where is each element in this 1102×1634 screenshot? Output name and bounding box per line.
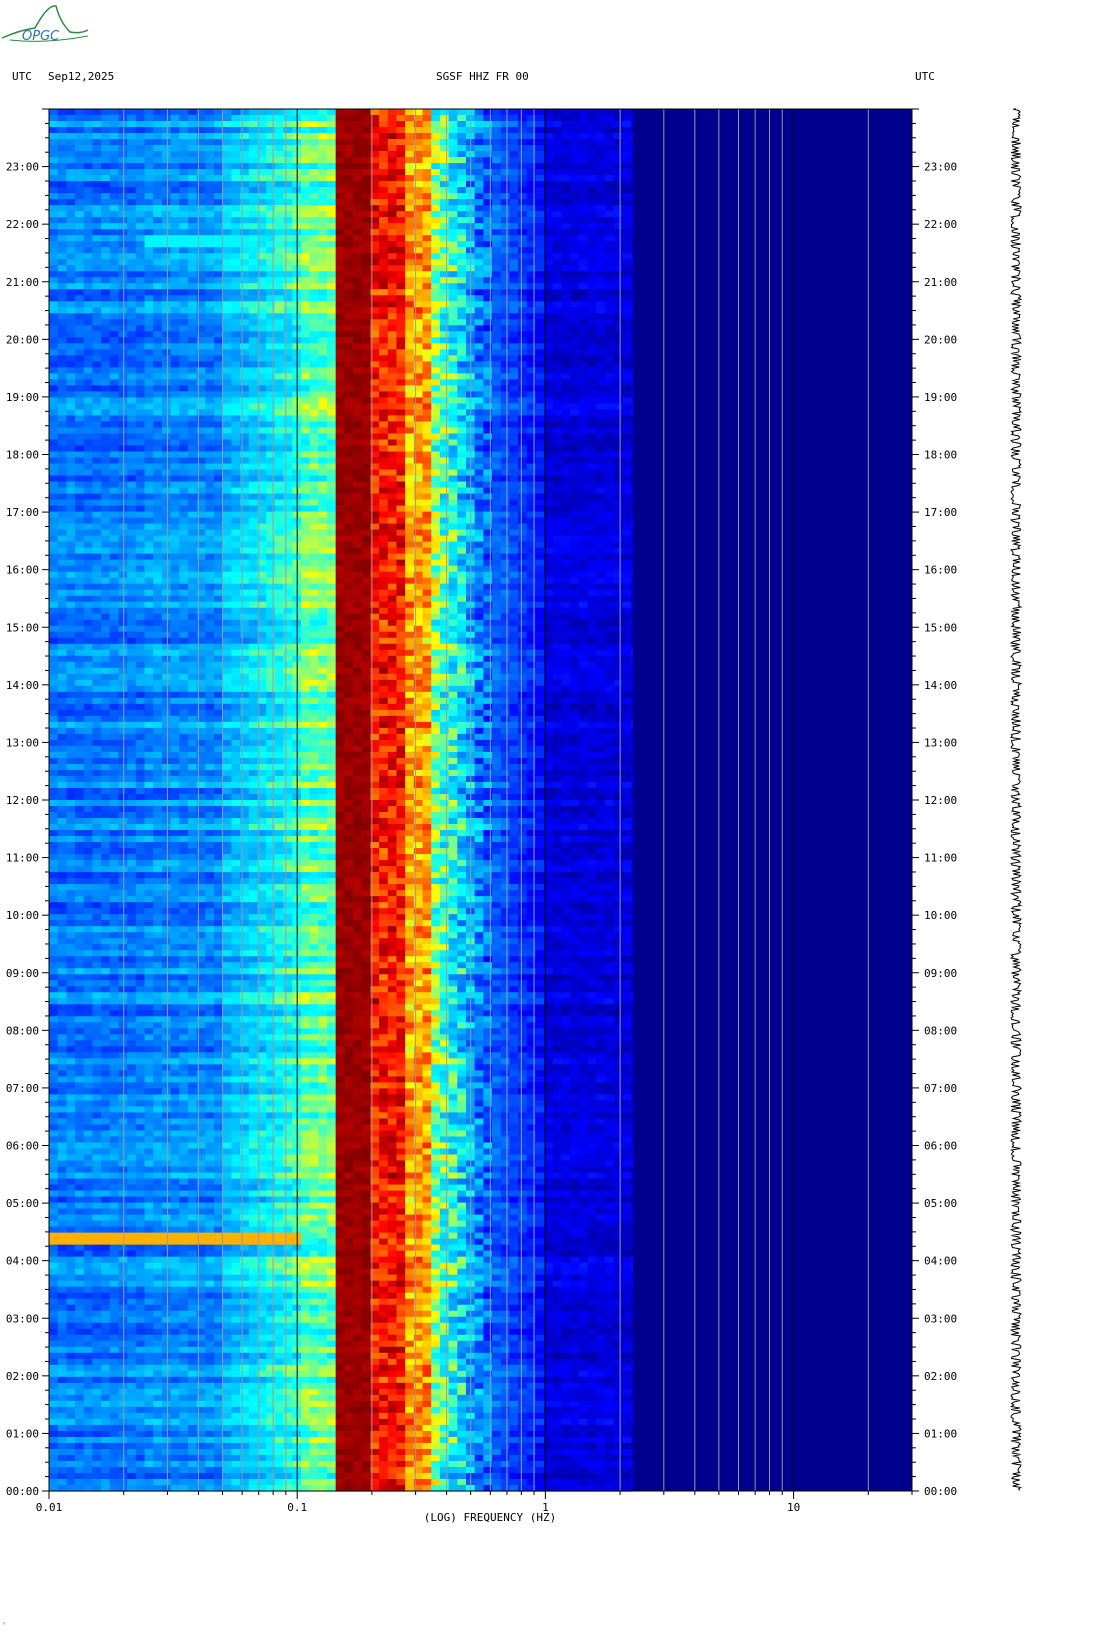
opgc-logo-icon: OPGC xyxy=(1,5,89,44)
header-left-timezone: UTC xyxy=(12,70,32,83)
y-tick-label-left: 09:00 xyxy=(6,967,39,980)
y-tick-label-right: 10:00 xyxy=(924,909,957,922)
y-tick-label-right: 02:00 xyxy=(924,1370,957,1383)
y-tick-label-right: 04:00 xyxy=(924,1255,957,1268)
y-tick-label-right: 21:00 xyxy=(924,276,957,289)
y-tick-label-right: 13:00 xyxy=(924,736,957,749)
y-tick-label-left: 22:00 xyxy=(6,218,39,231)
y-tick-label-left: 17:00 xyxy=(6,506,39,519)
x-tick-label: 0.01 xyxy=(36,1501,63,1514)
x-axis-label: (LOG) FREQUENCY (HZ) xyxy=(424,1511,556,1524)
y-tick-label-left: 10:00 xyxy=(6,909,39,922)
y-tick-label-right: 14:00 xyxy=(924,679,957,692)
y-tick-label-left: 02:00 xyxy=(6,1370,39,1383)
header-station: SGSF HHZ FR 00 xyxy=(436,70,529,83)
x-tick-label: 1 xyxy=(542,1501,549,1514)
y-tick-label-left: 06:00 xyxy=(6,1140,39,1153)
y-tick-label-left: 05:00 xyxy=(6,1197,39,1210)
spectrogram-heatmap xyxy=(49,109,912,1492)
corner-mark: ◦ xyxy=(2,1620,7,1628)
y-tick-label-left: 00:00 xyxy=(6,1485,39,1498)
y-tick-label-left: 01:00 xyxy=(6,1427,39,1440)
y-tick-label-right: 01:00 xyxy=(924,1427,957,1440)
frequency-gridlines xyxy=(123,109,869,1491)
y-tick-label-left: 23:00 xyxy=(6,161,39,174)
y-tick-label-right: 19:00 xyxy=(924,391,957,404)
y-tick-label-right: 09:00 xyxy=(924,967,957,980)
y-tick-label-left: 07:00 xyxy=(6,1082,39,1095)
time-axis: 00:00 00:00 01:00 01:00 02:00 02:00 03:00 03:00… xyxy=(6,108,957,1498)
y-tick-label-right: 15:00 xyxy=(924,621,957,634)
y-tick-label-left: 16:00 xyxy=(6,564,39,577)
y-tick-label-right: 22:00 xyxy=(924,218,957,231)
y-tick-label-right: 11:00 xyxy=(924,852,957,865)
y-tick-label-left: 04:00 xyxy=(6,1255,39,1268)
seismic-trace xyxy=(1009,108,1023,1491)
header-date: Sep12,2025 xyxy=(48,70,115,83)
y-tick-label-right: 05:00 xyxy=(924,1197,957,1210)
y-tick-label-left: 03:00 xyxy=(6,1312,39,1325)
y-tick-label-right: 17:00 xyxy=(924,506,957,519)
y-tick-label-right: 00:00 xyxy=(924,1485,957,1498)
y-tick-label-right: 03:00 xyxy=(924,1312,957,1325)
frequency-axis: 0.01 0.1 1 10 xyxy=(36,1491,913,1514)
y-tick-label-left: 13:00 xyxy=(6,736,39,749)
y-tick-label-left: 11:00 xyxy=(6,852,39,865)
y-tick-label-left: 20:00 xyxy=(6,333,39,346)
y-tick-label-right: 12:00 xyxy=(924,794,957,807)
header-right-timezone: UTC xyxy=(915,70,935,83)
y-tick-label-left: 19:00 xyxy=(6,391,39,404)
y-tick-label-left: 21:00 xyxy=(6,276,39,289)
y-tick-label-right: 18:00 xyxy=(924,449,957,462)
y-tick-label-right: 08:00 xyxy=(924,1024,957,1037)
y-tick-label-right: 16:00 xyxy=(924,564,957,577)
y-tick-label-left: 15:00 xyxy=(6,621,39,634)
y-tick-label-right: 07:00 xyxy=(924,1082,957,1095)
x-tick-label: 0.1 xyxy=(287,1501,307,1514)
y-tick-label-right: 06:00 xyxy=(924,1140,957,1153)
y-tick-label-right: 23:00 xyxy=(924,161,957,174)
y-tick-label-left: 12:00 xyxy=(6,794,39,807)
y-tick-label-right: 20:00 xyxy=(924,333,957,346)
x-tick-label: 10 xyxy=(787,1501,800,1514)
y-tick-label-left: 18:00 xyxy=(6,449,39,462)
y-tick-label-left: 08:00 xyxy=(6,1024,39,1037)
y-tick-label-left: 14:00 xyxy=(6,679,39,692)
logo-text: OPGC xyxy=(22,29,60,44)
